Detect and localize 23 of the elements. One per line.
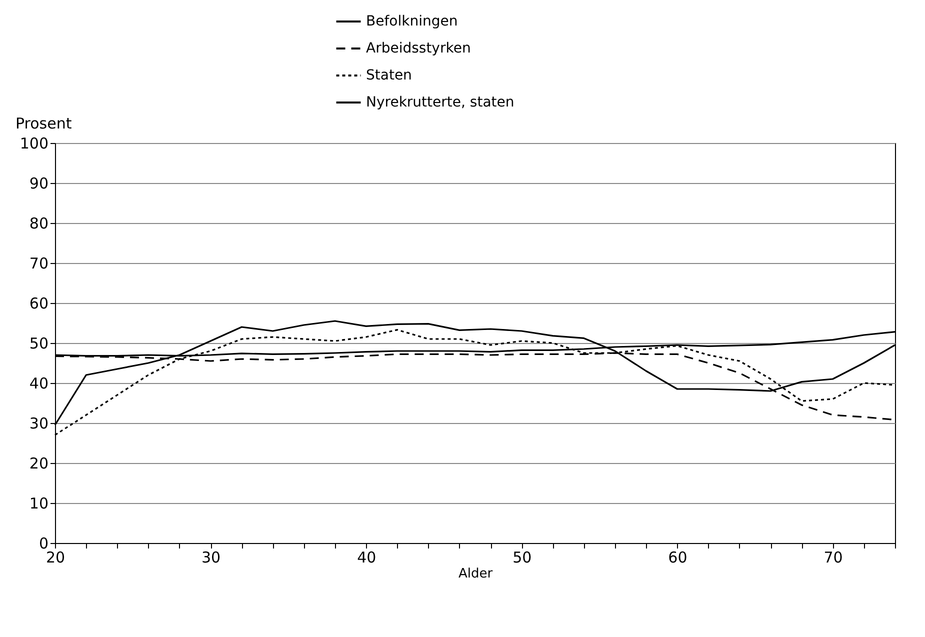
y-tick-label: 80 (29, 214, 48, 232)
y-tick-label: 70 (29, 254, 48, 272)
y-tick-label: 40 (29, 374, 48, 392)
y-tick-label: 60 (29, 294, 48, 312)
y-tick-label: 0 (38, 534, 48, 552)
x-tick-label: 70 (824, 548, 843, 566)
y-tick-label: 10 (29, 494, 48, 512)
x-tick-label: 20 (46, 548, 66, 566)
y-tick-label: 50 (29, 334, 48, 352)
x-tick-label: 40 (357, 548, 376, 566)
x-axis-title: Alder (458, 566, 494, 582)
x-tick-label: 50 (512, 548, 532, 566)
y-tick-label: 100 (20, 134, 48, 152)
y-tick-label: 90 (29, 174, 48, 192)
y-tick-label: 20 (29, 454, 48, 472)
x-tick-label: 30 (202, 548, 221, 566)
legend-label: Nyrekrutterte, staten (366, 94, 514, 110)
x-tick-label: 60 (668, 548, 688, 566)
legend-label: Arbeidsstyrken (366, 40, 471, 56)
legend-label: Befolkningen (366, 14, 458, 30)
y-tick-label: 30 (29, 414, 48, 432)
legend-label: Staten (366, 68, 412, 84)
y-axis-title: Prosent (16, 114, 72, 132)
